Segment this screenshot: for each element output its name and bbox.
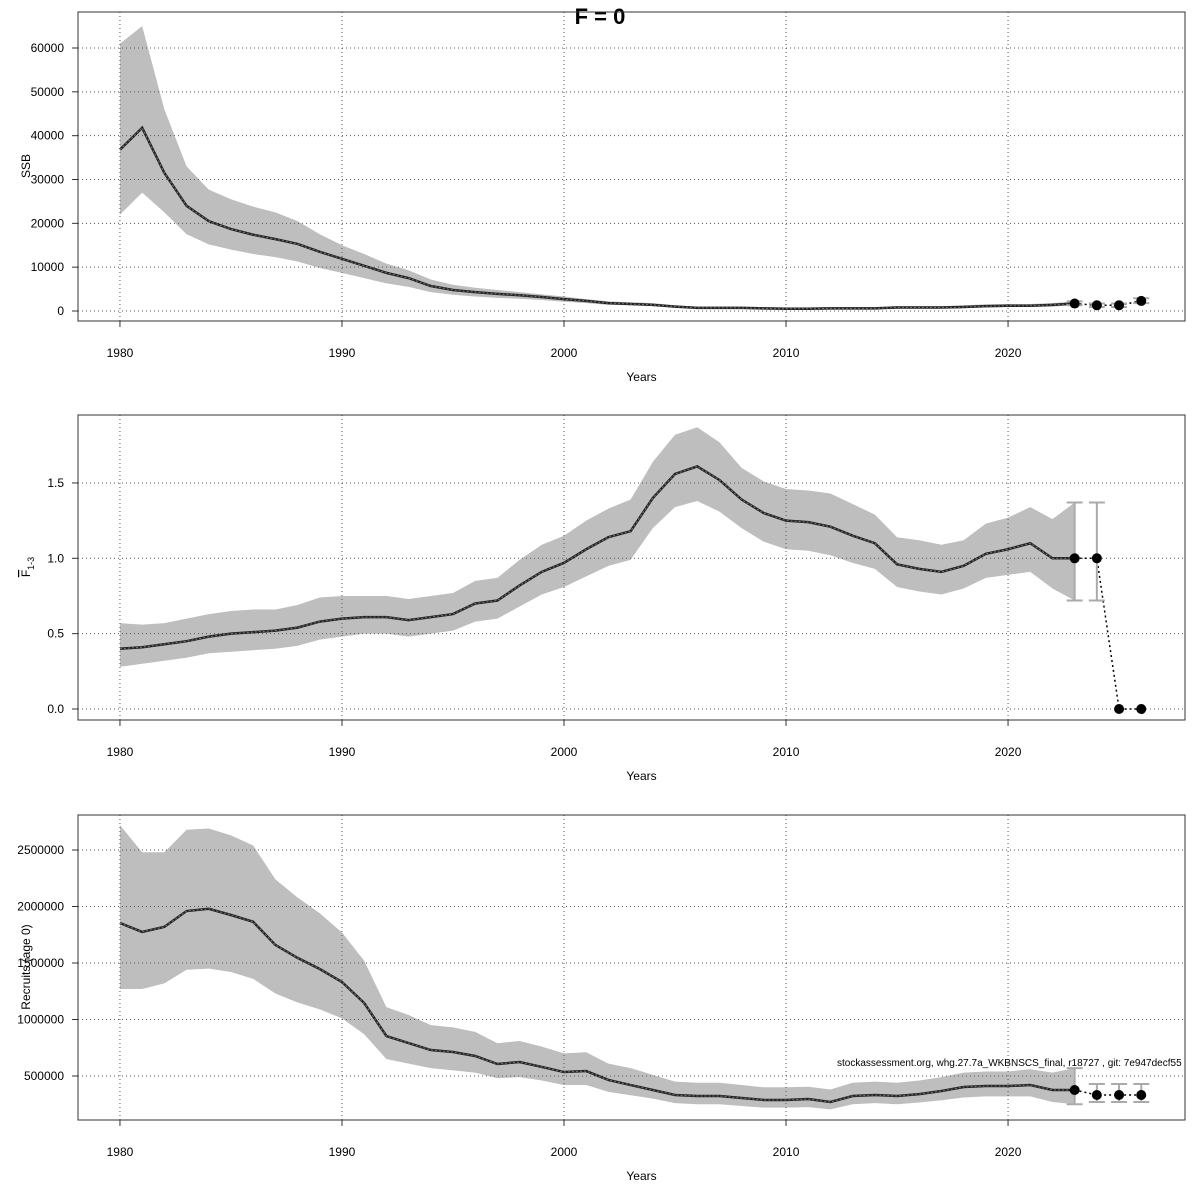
y-tick-label: 0.5: [47, 627, 64, 641]
plot-frame: [77, 11, 1186, 322]
y-axis-label: SSB: [19, 154, 33, 178]
x-tick-label: 2020: [995, 346, 1022, 360]
y-tick-label: 0.0: [47, 702, 64, 716]
y-tick-label: 30000: [31, 173, 65, 187]
y-tick-label: 60000: [31, 41, 65, 55]
plot-frame: [77, 414, 1186, 721]
y-tick-label: 2000000: [17, 900, 64, 914]
forecast-errorbar: [1088, 501, 1105, 602]
forecast-point: [1069, 553, 1080, 564]
forecast-errorbar: [1066, 501, 1083, 602]
x-axis-label: Years: [626, 370, 656, 384]
x-tick-label: 1980: [107, 1145, 134, 1159]
y-axis-label-main: F: [19, 570, 33, 577]
x-axis-label: Years: [626, 1169, 656, 1183]
y-tick-label: 1000000: [17, 1013, 64, 1027]
forecast-point: [1114, 300, 1125, 311]
plot-frame: [77, 814, 1186, 1121]
estimate-line-dash: [119, 908, 1075, 1103]
y-tick-label: 20000: [31, 216, 65, 230]
x-tick-label: 2020: [995, 745, 1022, 759]
forecast-point: [1114, 703, 1125, 714]
forecast-point: [1136, 1089, 1147, 1100]
y-axis-label: F1-3: [19, 557, 36, 577]
panel-recruits: 1980 1990 2000 2010 2020 500000 1000000 1500000…: [17, 814, 1186, 1183]
confidence-band: [119, 427, 1075, 667]
forecast-point: [1114, 1089, 1125, 1100]
x-tick-label: 2020: [995, 1145, 1022, 1159]
confidence-band: [119, 825, 1075, 1110]
forecast-line: [1074, 300, 1142, 307]
forecast-line: [1074, 1089, 1142, 1096]
x-tick-label: 1980: [107, 745, 134, 759]
y-tick-label: 2500000: [17, 843, 64, 857]
forecast-point: [1091, 1089, 1102, 1100]
x-tick-label: 2000: [551, 745, 578, 759]
y-axis-label-main: Recruits (age 0): [19, 924, 33, 1009]
x-tick-label: 2000: [551, 1145, 578, 1159]
estimate-line-dash: [119, 465, 1075, 650]
x-tick-label: 2000: [551, 346, 578, 360]
panel-ssb: 1980 1990 2000 2010 2020 0 10000 20000 30000 4000…: [19, 11, 1186, 384]
x-axis-label: Years: [626, 769, 656, 783]
forecast-point: [1069, 298, 1080, 309]
y-axis-label-subscript: 1-3: [26, 557, 36, 570]
forecast-point: [1069, 1085, 1080, 1096]
forecast-point: [1136, 703, 1147, 714]
estimate-line-dash: [119, 126, 1075, 310]
y-tick-label: 500000: [24, 1069, 64, 1083]
y-tick-label: 10000: [31, 260, 65, 274]
x-tick-label: 2010: [773, 745, 800, 759]
x-tick-label: 1990: [329, 346, 356, 360]
figure-title: F = 0: [575, 4, 626, 29]
forecast-point: [1136, 295, 1147, 306]
y-axis-label: Recruits (age 0): [19, 924, 33, 1009]
forecast-point: [1091, 553, 1102, 564]
y-tick-label: 50000: [31, 85, 65, 99]
y-axis-label-main: SSB: [19, 154, 33, 178]
x-tick-label: 1990: [329, 745, 356, 759]
y-tick-label: 1500000: [17, 956, 64, 970]
forecast-line: [1074, 557, 1142, 710]
x-tick-label: 1980: [107, 346, 134, 360]
y-tick-label: 1.0: [47, 551, 64, 565]
y-tick-label: 0: [57, 304, 64, 318]
panel-fbar: 1980 1990 2000 2010 2020 0.0 0.5 1.0 1.5 Years F1-…: [19, 414, 1186, 783]
forecast-point: [1091, 300, 1102, 311]
y-tick-label: 40000: [31, 129, 65, 143]
x-tick-label: 2010: [773, 346, 800, 360]
y-tick-label: 1.5: [47, 476, 64, 490]
x-tick-label: 1990: [329, 1145, 356, 1159]
x-tick-label: 2010: [773, 1145, 800, 1159]
source-annotation: stockassessment.org, whg.27.7a_WKBNSCS_f…: [837, 1058, 1182, 1069]
